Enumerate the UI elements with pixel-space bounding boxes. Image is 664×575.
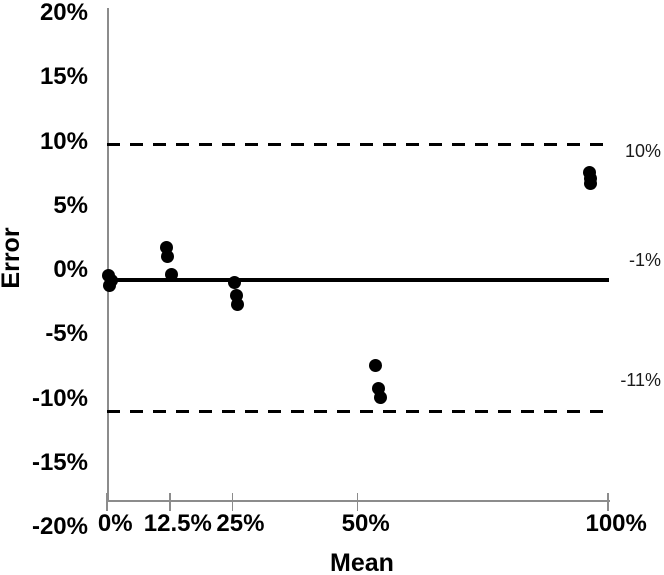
y-axis-line — [107, 8, 109, 501]
y-tick-label: -15% — [31, 448, 88, 476]
y-tick-label: 5% — [53, 191, 88, 219]
y-axis-title: Error — [0, 227, 25, 289]
y-tick-label: -10% — [31, 384, 88, 412]
reference-line-label: -1% — [628, 249, 661, 270]
x-axis-tick — [231, 493, 234, 511]
x-axis-tick — [106, 493, 108, 511]
limit-line — [107, 410, 609, 414]
y-tick-label: 0% — [53, 256, 88, 283]
data-point — [373, 391, 387, 405]
y-tick-label: -5% — [45, 320, 88, 348]
data-point — [164, 267, 178, 281]
y-tick-label: 10% — [39, 127, 88, 155]
x-axis-tick — [607, 493, 609, 511]
limit-line — [107, 142, 609, 146]
x-tick-label: 0% — [97, 510, 133, 537]
x-tick-label: 50% — [341, 510, 390, 537]
x-axis-tick — [356, 493, 359, 511]
reference-line-label: 10% — [624, 141, 661, 162]
data-point — [368, 358, 382, 372]
x-tick-label: 100% — [585, 510, 647, 537]
x-axis-line — [107, 500, 610, 502]
x-axis-title: Mean — [330, 549, 394, 575]
mean-error-line — [107, 277, 609, 282]
data-point — [584, 177, 598, 191]
y-tick-label: -20% — [31, 513, 88, 540]
x-tick-label: 25% — [216, 510, 265, 537]
y-tick-label: 20% — [39, 0, 88, 26]
reference-line-label: -11% — [620, 369, 661, 390]
y-tick-label: 15% — [39, 63, 88, 91]
x-axis-tick — [169, 493, 171, 511]
x-tick-label: 12.5% — [143, 510, 212, 537]
data-point — [231, 298, 245, 312]
data-point — [228, 276, 242, 290]
data-point — [160, 250, 174, 263]
data-point — [104, 273, 118, 287]
